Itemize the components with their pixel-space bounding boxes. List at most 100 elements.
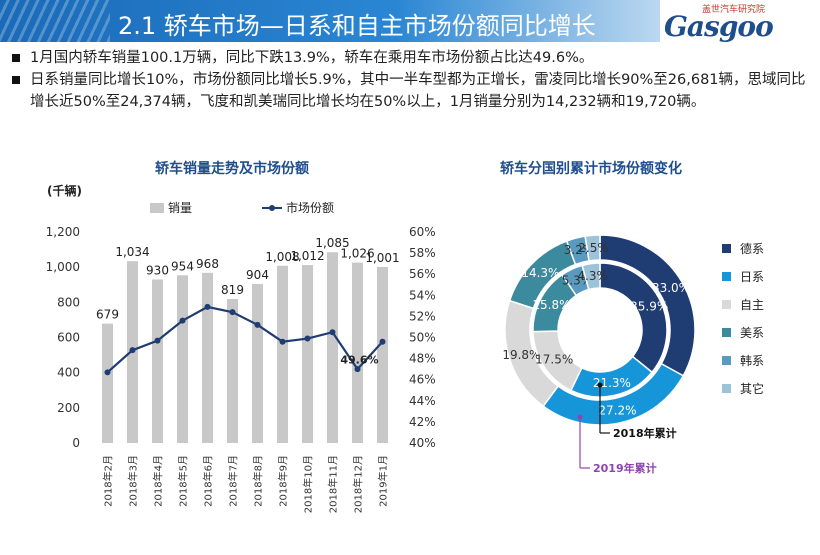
bar-value-label: 954 [171, 259, 194, 273]
market-share-point [279, 338, 286, 345]
y-left-tick-label: 600 [57, 331, 80, 345]
inner-ring-slice [581, 262, 601, 291]
x-category-label: 2018年8月 [252, 455, 265, 507]
bar-value-label: 679 [96, 308, 119, 322]
bullet-square-icon [12, 54, 20, 62]
sales-bar [377, 266, 388, 443]
x-category-label: 2018年9月 [277, 455, 290, 507]
y-left-tick-label: 1,000 [46, 260, 80, 274]
legend-label: 美系 [740, 326, 764, 340]
legend-line-marker [269, 205, 275, 211]
bullet-item: 日系销量同比增长10%，市场份额同比增长5.9%，其中一半车型都为正增长，雷凌同… [10, 69, 810, 113]
x-category-label: 2018年5月 [177, 455, 190, 507]
y-right-tick-label: 54% [409, 288, 436, 302]
market-share-point [129, 347, 136, 354]
header-bar [0, 0, 660, 42]
y-left-tick-label: 1,200 [46, 225, 80, 239]
legend-label: 日系 [740, 270, 764, 284]
bar-value-label: 1,012 [290, 249, 324, 263]
outer-ring-slice [584, 234, 601, 262]
inner-slice-label: 15.8% [532, 298, 570, 312]
y-right-tick-label: 56% [409, 267, 436, 281]
x-category-label: 2018年12月 [352, 455, 365, 513]
legend-swatch [722, 244, 731, 253]
market-share-point [379, 338, 386, 345]
x-category-label: 2018年7月 [227, 455, 240, 507]
bar-value-label: 968 [196, 257, 219, 271]
inner-slice-label: 17.5% [535, 353, 573, 367]
market-share-point [104, 369, 111, 376]
sales-bar [102, 323, 113, 443]
x-category-label: 2018年3月 [127, 455, 140, 507]
outer-slice-label: 14.3% [521, 266, 559, 280]
callout-label-2018: 2018年累计 [613, 426, 677, 440]
sales-bar [202, 272, 213, 443]
legend-swatch [722, 300, 731, 309]
sales-bar [252, 284, 263, 443]
outer-slice-label: 2.5% [578, 241, 609, 255]
market-share-point [204, 303, 211, 310]
inner-ring-slice [599, 262, 668, 374]
legend-swatch [722, 272, 731, 281]
callout-label-2019: 2019年累计 [593, 461, 657, 475]
bar-value-label: 1,001 [365, 251, 399, 265]
header-stripes [0, 0, 110, 42]
y-right-tick-label: 46% [409, 373, 436, 387]
bullet-list: 1月国内轿车销量100.1万辆，同比下跌13.9%，轿车在乘用车市场份额占比达4… [10, 47, 810, 113]
x-category-label: 2018年4月 [152, 455, 165, 507]
y-axis-unit-label: (千辆) [47, 183, 82, 198]
outer-slice-label: 33.0% [652, 281, 690, 295]
legend-label: 自主 [740, 298, 764, 312]
inner-slice-label: 21.3% [593, 376, 631, 390]
market-share-point [354, 366, 361, 373]
sales-bar [227, 298, 238, 443]
callout-dot-2019 [577, 414, 583, 420]
y-right-tick-label: 42% [409, 415, 436, 429]
legend-bar-label: 销量 [168, 201, 192, 215]
bar-value-label: 1,085 [315, 236, 349, 250]
x-category-label: 2018年10月 [302, 455, 315, 513]
outer-slice-label: 19.8% [502, 348, 540, 362]
market-share-point [304, 335, 311, 342]
header: 2.1 轿车市场—日系和自主市场份额同比增长 盖世汽车研究院 Gasgoo [0, 0, 820, 43]
bar-value-label: 1,026 [340, 247, 374, 261]
y-right-tick-label: 48% [409, 352, 436, 366]
callout-dot-2018 [597, 382, 603, 388]
bullet-text: 1月国内轿车销量100.1万辆，同比下跌13.9%，轿车在乘用车市场份额占比达4… [30, 50, 594, 66]
sales-bar [302, 265, 313, 443]
legend-swatch [722, 384, 731, 393]
sales-bar [177, 275, 188, 443]
sales-bar [152, 279, 163, 443]
sales-bar [277, 265, 288, 443]
logo-subtitle: 盖世汽车研究院 [702, 5, 766, 15]
legend-label: 其它 [740, 381, 764, 396]
x-category-label: 2018年6月 [202, 455, 215, 507]
bar-chart-title: 轿车销量走势及市场份额 [155, 161, 309, 177]
x-category-label: 2018年11月 [327, 455, 340, 513]
page-title: 2.1 轿车市场—日系和自主市场份额同比增长 [118, 12, 596, 40]
y-right-tick-label: 58% [409, 246, 436, 260]
inner-slice-label: 35.9% [630, 300, 668, 314]
sales-bar-line-chart: (千辆) 销量 市场份额 0 200 400 600 800 1,000 1,200 40% 42% 4… [46, 183, 436, 513]
y-right-tick-label: 44% [409, 394, 436, 408]
market-share-point [254, 321, 261, 328]
gasgoo-logo: 盖世汽车研究院 Gasgoo [664, 2, 814, 43]
market-share-line [106, 305, 384, 374]
donut-chart-title: 轿车分国别累计市场份额变化 [500, 161, 682, 177]
bar-value-label: 1,008 [265, 250, 299, 264]
market-share-point [229, 309, 236, 316]
y-right-tick-label: 50% [409, 331, 436, 345]
inner-slice-label: 4.3% [577, 269, 608, 283]
y-left-tick-label: 800 [57, 295, 80, 309]
x-category-label: 2018年2月 [102, 455, 115, 507]
market-share-donut-chart: 33.0%27.2%19.8%14.3%3.2%2.5%35.9%21.3%17… [502, 234, 764, 475]
logo-wordmark: Gasgoo [664, 10, 774, 43]
bullet-text: 日系销量同比增长10%，市场份额同比增长5.9%，其中一半车型都为正增长，雷凌同… [30, 72, 806, 110]
legend-label: 德系 [740, 241, 764, 256]
bullet-square-icon [12, 76, 20, 84]
bar-value-label: 904 [246, 268, 269, 282]
legend-line-label: 市场份额 [286, 200, 334, 215]
y-left-tick-label: 400 [57, 366, 80, 380]
outer-slice-label: 27.2% [598, 404, 636, 418]
bullet-item: 1月国内轿车销量100.1万辆，同比下跌13.9%，轿车在乘用车市场份额占比达4… [10, 47, 810, 69]
